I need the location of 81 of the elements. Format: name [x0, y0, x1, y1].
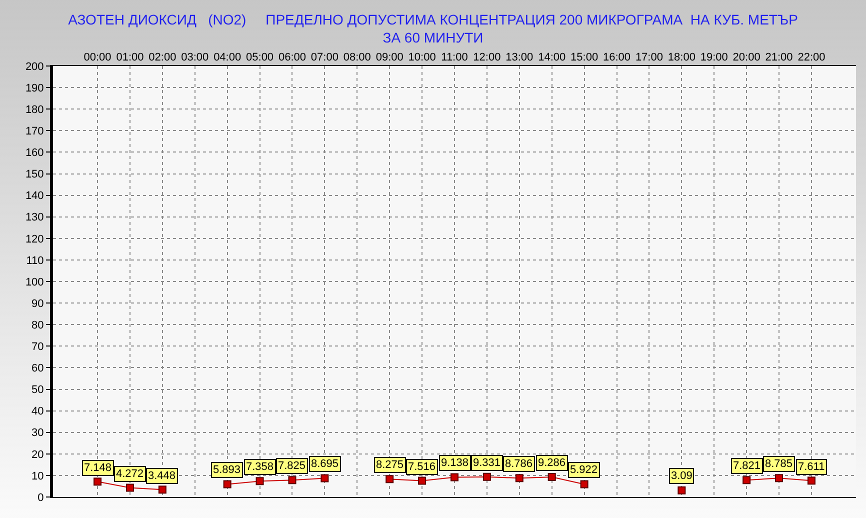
data-label: 7.358	[246, 461, 274, 473]
y-tick-label: 140	[25, 190, 44, 202]
x-tick-label: 13:00	[506, 52, 534, 64]
x-tick-label: 16:00	[602, 52, 631, 64]
x-tick-label: 03:00	[181, 52, 209, 64]
point	[320, 474, 329, 482]
y-tick-label: 100	[25, 276, 44, 288]
y-tick-label: 130	[25, 212, 44, 224]
point	[807, 476, 816, 485]
point	[386, 475, 394, 484]
y-tick-label: 50	[32, 384, 44, 396]
y-tick-label: 80	[32, 319, 44, 332]
y-tick-label: 190	[25, 82, 44, 94]
y-tick-label: 90	[32, 298, 44, 310]
point	[418, 476, 426, 485]
data-label: 9.138	[441, 457, 469, 469]
x-tick-label: 04:00	[214, 52, 242, 64]
point	[256, 477, 264, 486]
y-tick-label: 0	[38, 492, 44, 504]
data-label: 8.695	[311, 458, 339, 470]
point	[126, 484, 134, 492]
y-tick-label: 200	[25, 60, 44, 73]
x-tick-label: 17:00	[635, 52, 663, 64]
data-label: 7.516	[408, 461, 436, 473]
y-tick-label: 20	[32, 448, 44, 461]
y-tick-label: 10	[32, 470, 44, 482]
point	[742, 476, 751, 484]
point	[450, 473, 458, 482]
x-tick-label: 12:00	[473, 52, 501, 64]
y-tick-label: 110	[26, 254, 44, 267]
x-tick-label: 19:00	[700, 52, 728, 64]
data-label: 8.785	[765, 458, 793, 470]
x-tick-label: 01:00	[116, 52, 144, 64]
y-tick-label: 40	[32, 406, 44, 418]
data-label: 4.272	[116, 468, 144, 480]
x-tick-label: 21:00	[765, 52, 793, 64]
x-tick-label: 05:00	[246, 52, 274, 64]
x-tick-label: 09:00	[376, 52, 404, 64]
point	[158, 486, 166, 494]
point	[775, 474, 784, 482]
point	[223, 480, 232, 488]
data-label: 5.893	[213, 464, 241, 476]
data-label: 7.821	[733, 460, 761, 472]
x-tick-label: 20:00	[732, 52, 760, 64]
data-label: 7.825	[278, 460, 306, 472]
x-tick-label: 18:00	[668, 52, 696, 64]
chart-title: АЗОТЕН ДИОКСИД (NO2) ПРЕДЕЛНО ДОПУСТИМА КОНЦЕНТРАЦИЯ 200 МИКРОГРАМА НА КУБ. МЕТЪР ЗА 60 МИНУТИ	[68, 11, 798, 46]
x-tick-label: 07:00	[310, 52, 338, 64]
data-label: 3.448	[148, 470, 176, 482]
y-tick-label: 170	[25, 126, 44, 138]
point	[548, 472, 556, 481]
data-label: 5.922	[570, 464, 598, 476]
point	[94, 478, 102, 486]
data-label: 9.286	[538, 457, 566, 469]
x-tick-label: 06:00	[278, 52, 306, 64]
point	[515, 474, 524, 482]
y-tick-label: 120	[25, 233, 44, 246]
data-label: 8.786	[505, 458, 533, 470]
point	[288, 476, 296, 484]
point	[580, 480, 588, 488]
y-tick-label: 150	[25, 168, 44, 181]
data-label: 7.148	[84, 462, 112, 474]
y-tick-label: 160	[25, 147, 44, 160]
x-tick-label: 11:00	[441, 52, 468, 64]
x-tick-label: 22:00	[798, 52, 826, 64]
data-label: 3.09	[671, 470, 692, 482]
y-tick-label: 60	[32, 362, 44, 375]
y-tick-label: 70	[32, 341, 44, 353]
data-label: 8.275	[376, 459, 404, 471]
y-tick-label: 30	[32, 427, 44, 440]
x-tick-label: 10:00	[408, 52, 436, 64]
x-tick-label: 00:00	[84, 52, 112, 64]
point	[482, 472, 491, 481]
data-label: 9.331	[473, 457, 501, 469]
y-tick-label: 180	[25, 104, 44, 116]
x-tick-label: 15:00	[570, 52, 598, 64]
data-label: 7.611	[798, 461, 825, 473]
x-tick-label: 02:00	[148, 52, 176, 64]
x-tick-label: 08:00	[343, 52, 371, 64]
x-tick-label: 14:00	[538, 52, 566, 64]
point	[678, 486, 686, 494]
